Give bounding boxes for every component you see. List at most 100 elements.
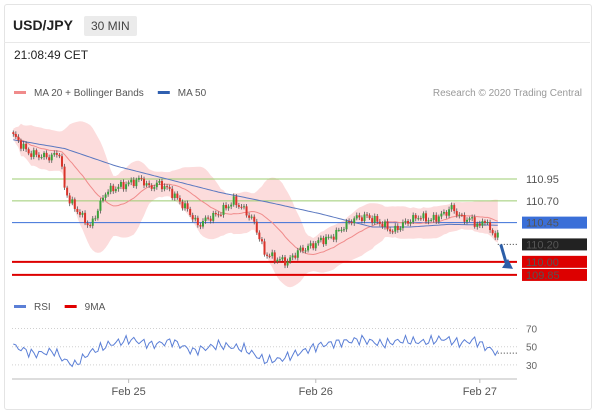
candle-body bbox=[319, 237, 322, 241]
candle-body bbox=[483, 221, 486, 223]
candle-body bbox=[307, 245, 310, 251]
candle-body bbox=[481, 221, 484, 226]
candle-body bbox=[237, 205, 240, 207]
ylabel-bg-3 bbox=[522, 238, 587, 251]
candle-body bbox=[332, 236, 335, 240]
candle-body bbox=[330, 236, 333, 238]
candle-body bbox=[322, 237, 325, 245]
candle-body bbox=[473, 217, 476, 227]
timeframe-badge[interactable]: 30 MIN bbox=[84, 16, 137, 36]
candle-body bbox=[445, 211, 448, 216]
candle-body bbox=[368, 215, 371, 219]
candle-body bbox=[150, 185, 153, 189]
candle-body bbox=[376, 216, 379, 222]
candle-body bbox=[212, 212, 215, 221]
candle-body bbox=[309, 243, 312, 246]
candle-body bbox=[155, 182, 158, 188]
candle-body bbox=[14, 133, 17, 137]
candle-body bbox=[191, 215, 194, 220]
candle-body bbox=[353, 218, 356, 224]
candle-body bbox=[153, 187, 156, 189]
candle-body bbox=[207, 217, 210, 219]
candle-body bbox=[76, 208, 79, 212]
candle-body bbox=[427, 220, 430, 222]
candle-body bbox=[60, 156, 63, 167]
candle-body bbox=[442, 211, 445, 214]
candle-body bbox=[55, 153, 58, 155]
candle-body bbox=[81, 212, 84, 215]
candle-body bbox=[173, 193, 176, 198]
candle-body bbox=[253, 216, 256, 222]
ylabel-bg-2 bbox=[522, 216, 587, 229]
candle-body bbox=[363, 214, 366, 222]
candle-body bbox=[337, 229, 340, 231]
candle-body bbox=[296, 250, 299, 258]
candle-body bbox=[478, 223, 481, 226]
candle-body bbox=[78, 211, 81, 215]
candle-body bbox=[17, 136, 20, 141]
candle-body bbox=[437, 216, 440, 222]
candle-body bbox=[19, 140, 22, 149]
candle-body bbox=[312, 243, 315, 249]
candle-body bbox=[43, 152, 46, 158]
candle-body bbox=[281, 257, 284, 260]
candle-body bbox=[430, 219, 433, 221]
candle-body bbox=[140, 177, 143, 179]
candle-body bbox=[455, 211, 458, 216]
candle-body bbox=[450, 205, 453, 210]
candle-body bbox=[89, 225, 92, 227]
forecast-arrow-head bbox=[502, 258, 513, 269]
candle-body bbox=[407, 220, 410, 224]
rsi-legend-swatch-1 bbox=[64, 305, 77, 308]
ylabel-110.20: 110.20 bbox=[526, 239, 559, 251]
legend-swatch-0 bbox=[14, 91, 26, 94]
candle-body bbox=[58, 154, 61, 157]
candle-body bbox=[383, 221, 386, 227]
candle-body bbox=[325, 236, 328, 245]
candle-body bbox=[260, 239, 263, 242]
candle-body bbox=[209, 218, 212, 221]
x-label-feb-26: Feb 26 bbox=[299, 386, 333, 398]
ylabel-bg-4 bbox=[522, 255, 587, 268]
candle-body bbox=[27, 149, 30, 154]
candle-body bbox=[422, 213, 425, 219]
candle-body bbox=[217, 214, 220, 216]
candle-body bbox=[258, 232, 261, 240]
candle-body bbox=[109, 185, 112, 192]
ylabel-110.70: 110.70 bbox=[526, 196, 559, 208]
candle-body bbox=[304, 250, 307, 252]
candle-body bbox=[168, 187, 171, 189]
candle-body bbox=[194, 217, 197, 220]
candle-body bbox=[371, 218, 374, 223]
candle-body bbox=[73, 199, 76, 209]
candle-body bbox=[250, 216, 253, 218]
candle-body bbox=[289, 257, 292, 262]
candle-body bbox=[394, 225, 397, 232]
candle-body bbox=[119, 181, 122, 187]
candle-body bbox=[245, 206, 248, 216]
candles bbox=[12, 130, 499, 269]
candle-body bbox=[263, 241, 266, 255]
candle-body bbox=[148, 183, 151, 186]
candle-body bbox=[460, 214, 463, 216]
candle-body bbox=[222, 205, 225, 215]
candle-body bbox=[453, 205, 456, 212]
candle-body bbox=[486, 222, 489, 224]
candle-body bbox=[417, 218, 420, 220]
candle-body bbox=[348, 221, 351, 223]
candle-body bbox=[196, 217, 199, 226]
candle-body bbox=[219, 214, 222, 216]
candle-body bbox=[48, 157, 51, 161]
candle-body bbox=[476, 223, 479, 227]
candle-body bbox=[158, 180, 161, 183]
candle-body bbox=[399, 228, 402, 231]
candle-body bbox=[396, 225, 399, 231]
candle-body bbox=[171, 188, 174, 198]
candle-body bbox=[271, 252, 274, 257]
candle-body bbox=[91, 218, 94, 226]
candle-body bbox=[360, 217, 363, 222]
candle-body bbox=[230, 204, 233, 207]
candle-body bbox=[235, 196, 238, 206]
timestamp: 21:08:49 CET bbox=[14, 48, 89, 62]
candle-body bbox=[294, 255, 297, 258]
